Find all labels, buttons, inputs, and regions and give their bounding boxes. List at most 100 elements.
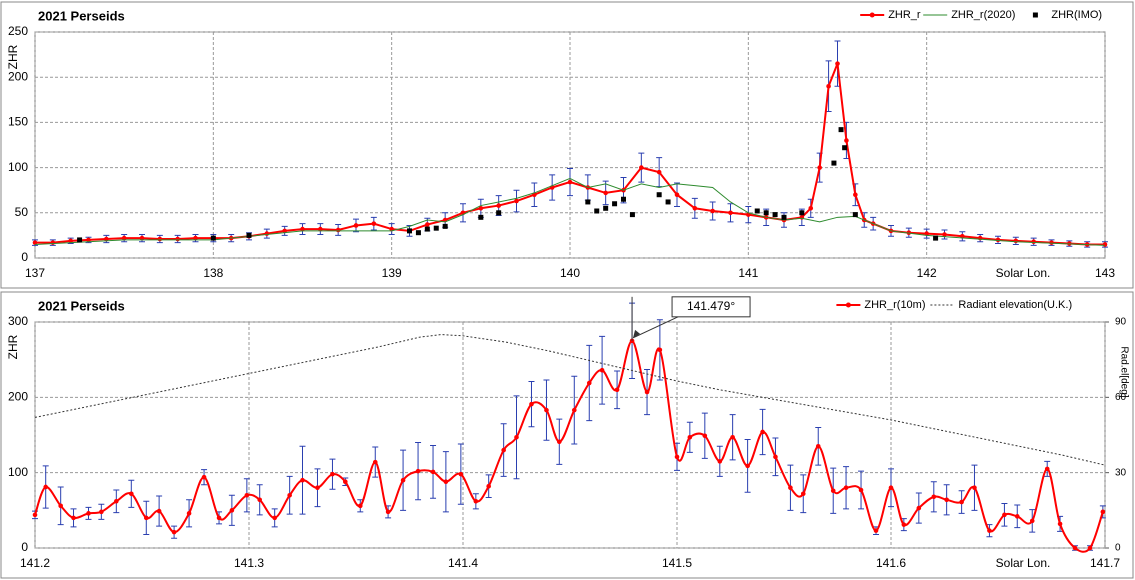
- marker: [924, 231, 929, 236]
- marker: [287, 492, 292, 498]
- legend-swatch: [845, 302, 851, 308]
- marker: [835, 61, 840, 66]
- marker: [800, 491, 806, 497]
- marker: [942, 232, 947, 237]
- marker: [931, 494, 937, 500]
- marker: [330, 471, 335, 477]
- marker: [745, 463, 750, 469]
- marker: [687, 434, 693, 440]
- marker: [557, 439, 562, 445]
- marker: [808, 205, 814, 211]
- marker: [43, 484, 48, 490]
- marker: [702, 433, 708, 439]
- marker: [831, 160, 837, 166]
- marker: [318, 226, 323, 232]
- legend-swatch: [869, 12, 875, 18]
- marker: [1014, 514, 1020, 519]
- marker: [372, 459, 378, 465]
- marker: [603, 205, 609, 211]
- marker: [692, 205, 698, 211]
- marker: [385, 509, 391, 515]
- y-tick-label: 100: [8, 160, 28, 174]
- marker: [730, 434, 735, 440]
- marker: [728, 210, 733, 216]
- x-tick-label: 137: [25, 266, 45, 280]
- y-axis-label: ZHR: [6, 334, 20, 359]
- marker: [1057, 521, 1063, 527]
- marker: [529, 401, 534, 407]
- y-tick-label: 100: [8, 465, 28, 479]
- x-tick-label: 141.5: [662, 556, 692, 570]
- marker: [799, 210, 805, 216]
- y-axis-label: ZHR: [6, 44, 20, 69]
- marker: [433, 225, 439, 231]
- marker: [244, 492, 250, 498]
- marker: [644, 389, 650, 395]
- marker: [86, 237, 91, 243]
- y-tick-label: 200: [8, 69, 28, 83]
- y-tick-label: 50: [15, 205, 29, 219]
- marker: [32, 512, 38, 518]
- marker: [371, 221, 377, 226]
- marker: [760, 429, 765, 435]
- marker: [68, 238, 73, 244]
- marker: [621, 196, 626, 202]
- marker: [201, 474, 207, 480]
- marker: [674, 192, 680, 198]
- marker: [1072, 545, 1078, 551]
- marker: [987, 528, 992, 533]
- annotation-text: 141.479°: [687, 299, 735, 313]
- marker: [246, 232, 252, 238]
- marker: [901, 522, 907, 527]
- marker: [1029, 518, 1035, 524]
- marker: [826, 83, 831, 89]
- marker: [972, 485, 977, 491]
- marker: [639, 165, 644, 170]
- marker: [443, 479, 449, 485]
- x-tick-label: 141.6: [876, 556, 906, 570]
- marker: [357, 503, 363, 509]
- marker: [754, 208, 760, 214]
- legend-label: Radiant elevation(U.K.): [958, 299, 1072, 311]
- marker: [300, 477, 305, 483]
- marker: [612, 201, 618, 207]
- marker: [844, 138, 849, 143]
- marker: [657, 347, 663, 353]
- y2-tick-label: 90: [1115, 317, 1127, 328]
- marker: [544, 407, 549, 413]
- y2-axis-label: Rad.el[deg]: [1118, 346, 1129, 397]
- x-tick-label: 140: [560, 266, 580, 280]
- marker: [210, 235, 216, 241]
- marker: [99, 509, 104, 515]
- marker: [315, 485, 320, 491]
- marker: [71, 515, 76, 521]
- marker: [944, 497, 949, 503]
- marker: [853, 192, 858, 198]
- marker: [458, 471, 464, 477]
- marker: [599, 367, 605, 373]
- y2-tick-label: 0: [1115, 543, 1121, 554]
- marker: [567, 179, 573, 185]
- marker: [843, 485, 849, 491]
- marker: [157, 236, 163, 242]
- y-tick-label: 150: [8, 115, 28, 129]
- marker: [817, 165, 822, 170]
- marker: [571, 407, 577, 413]
- y-tick-label: 200: [8, 390, 28, 404]
- marker: [788, 485, 793, 491]
- marker: [1044, 466, 1050, 472]
- marker: [830, 488, 836, 494]
- marker: [478, 214, 484, 220]
- marker: [104, 236, 109, 242]
- annotation-arrow: [632, 316, 679, 339]
- marker: [710, 208, 715, 214]
- y-tick-label: 300: [8, 314, 28, 328]
- plot-layer: [32, 40, 1108, 248]
- marker: [665, 199, 671, 205]
- marker: [916, 505, 922, 511]
- series-line: [34, 339, 1104, 553]
- x-axis-label: Solar Lon.: [996, 556, 1051, 570]
- marker: [121, 235, 127, 241]
- x-tick-label: 139: [382, 266, 402, 280]
